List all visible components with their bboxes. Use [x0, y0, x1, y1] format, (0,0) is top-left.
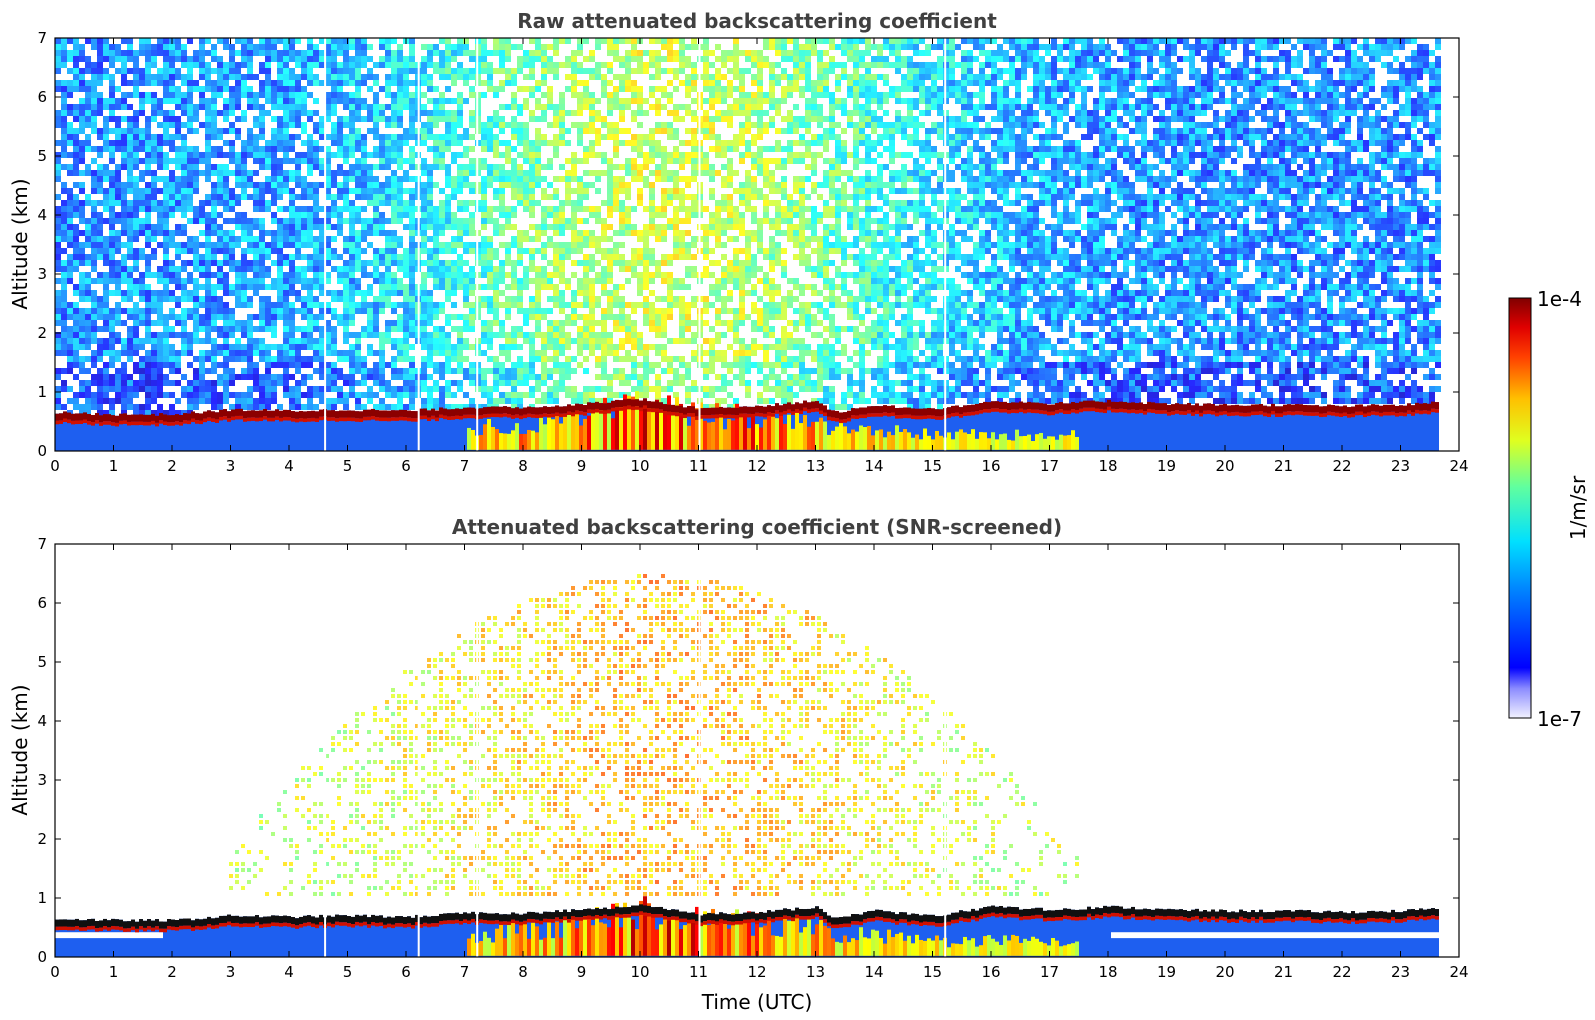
- x-tick-label: 18: [1098, 963, 1117, 981]
- x-tick-label: 2: [167, 457, 177, 475]
- colorbar-max-label: 1e-4: [1537, 287, 1582, 311]
- x-tick-label: 0: [50, 457, 60, 475]
- y-tick-label: 0: [37, 442, 47, 460]
- heatmap-screened: [55, 544, 1439, 957]
- y-tick-label: 5: [37, 147, 47, 165]
- x-tick-label: 5: [343, 963, 353, 981]
- x-tick-label: 24: [1449, 963, 1468, 981]
- x-tick-label: 3: [226, 963, 236, 981]
- x-tick-label: 4: [284, 457, 294, 475]
- y-tick-label: 6: [37, 88, 47, 106]
- y-tick-label: 4: [37, 712, 47, 730]
- y-tick-label: 7: [37, 535, 47, 553]
- x-tick-label: 6: [401, 457, 411, 475]
- x-tick-label: 12: [747, 457, 766, 475]
- y-tick-label: 6: [37, 594, 47, 612]
- x-tick-label: 19: [1157, 457, 1176, 475]
- x-tick-label: 4: [284, 963, 294, 981]
- x-tick-label: 1: [109, 457, 119, 475]
- ticks-screened: 0 1 2 3 4 5 6 7 8 9 10 11 12 13 14 15 16 17 18 19 20 21 22 23 24…: [37, 535, 1468, 981]
- colorbar: 1e-4 1e-7 1/m/sr: [1508, 287, 1590, 731]
- y-tick-label: 3: [37, 265, 47, 283]
- x-tick-label: 7: [460, 457, 470, 475]
- x-tick-label: 21: [1274, 457, 1293, 475]
- x-tick-label: 10: [630, 457, 649, 475]
- x-tick-label: 1: [109, 963, 119, 981]
- x-tick-label: 11: [689, 457, 708, 475]
- colorbar-gradient: [1508, 297, 1532, 719]
- y-tick-label: 1: [37, 383, 47, 401]
- ylabel-raw: Altitude (km): [8, 178, 32, 309]
- x-tick-label: 16: [981, 963, 1000, 981]
- y-tick-label: 3: [37, 771, 47, 789]
- x-tick-label: 11: [689, 963, 708, 981]
- x-tick-label: 13: [806, 457, 825, 475]
- colorbar-unit-label: 1/m/sr: [1566, 475, 1590, 540]
- ylabel-screened: Altitude (km): [8, 684, 32, 815]
- x-tick-label: 0: [50, 963, 60, 981]
- x-tick-label: 24: [1449, 457, 1468, 475]
- panel-screened-title: Attenuated backscattering coefficient (S…: [452, 515, 1062, 539]
- x-tick-label: 14: [864, 457, 883, 475]
- x-tick-label: 7: [460, 963, 470, 981]
- x-tick-label: 12: [747, 963, 766, 981]
- x-tick-label: 10: [630, 963, 649, 981]
- x-tick-label: 20: [1215, 963, 1234, 981]
- x-tick-label: 15: [923, 457, 942, 475]
- panel-raw: Raw attenuated backscattering coefficien…: [8, 9, 1469, 475]
- x-tick-label: 9: [577, 963, 587, 981]
- x-tick-label: 17: [1040, 963, 1059, 981]
- x-tick-label: 20: [1215, 457, 1234, 475]
- x-tick-label: 23: [1391, 963, 1410, 981]
- x-tick-label: 8: [518, 457, 528, 475]
- panel-screened: Attenuated backscattering coefficient (S…: [8, 515, 1469, 1014]
- panel-raw-title: Raw attenuated backscattering coefficien…: [517, 9, 997, 33]
- x-tick-label: 19: [1157, 963, 1176, 981]
- x-tick-label: 14: [864, 963, 883, 981]
- heatmap-raw: [55, 38, 1441, 451]
- y-tick-label: 2: [37, 830, 47, 848]
- x-tick-label: 22: [1332, 963, 1351, 981]
- x-tick-label: 5: [343, 457, 353, 475]
- ticks-raw: 0 1 2 3 4 5 6 7 8 9 10 11 12 13 14 15 16 17 18 19 20 21 22 23 24…: [37, 29, 1468, 475]
- x-tick-label: 22: [1332, 457, 1351, 475]
- y-tick-label: 0: [37, 948, 47, 966]
- x-tick-label: 15: [923, 963, 942, 981]
- x-tick-label: 21: [1274, 963, 1293, 981]
- y-tick-label: 4: [37, 206, 47, 224]
- x-tick-label: 3: [226, 457, 236, 475]
- x-tick-label: 2: [167, 963, 177, 981]
- y-tick-label: 2: [37, 324, 47, 342]
- x-tick-label: 18: [1098, 457, 1117, 475]
- x-tick-label: 17: [1040, 457, 1059, 475]
- x-tick-label: 13: [806, 963, 825, 981]
- x-tick-label: 23: [1391, 457, 1410, 475]
- x-tick-label: 9: [577, 457, 587, 475]
- xlabel-screened: Time (UTC): [701, 990, 813, 1014]
- y-tick-label: 1: [37, 889, 47, 907]
- x-tick-label: 16: [981, 457, 1000, 475]
- y-tick-label: 7: [37, 29, 47, 47]
- y-tick-label: 5: [37, 653, 47, 671]
- x-tick-label: 8: [518, 963, 528, 981]
- x-tick-label: 6: [401, 963, 411, 981]
- colorbar-min-label: 1e-7: [1537, 707, 1582, 731]
